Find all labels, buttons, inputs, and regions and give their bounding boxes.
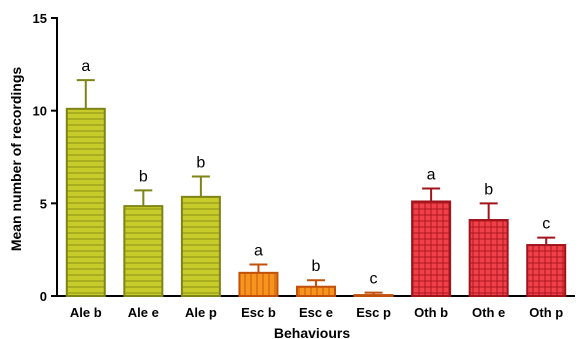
x-tick-label: Oth e [472, 305, 505, 320]
bar-ale-e [123, 205, 164, 297]
significance-letter: b [484, 181, 493, 198]
error-bars [76, 79, 556, 296]
bar-oth-b [411, 200, 452, 297]
y-tick-label: 10 [33, 104, 47, 119]
bar-esc-e [296, 285, 336, 298]
significance-letter: b [139, 168, 148, 185]
significance-letter: c [542, 216, 550, 233]
x-tick-label: Ale e [128, 305, 159, 320]
x-tick-label: Esc p [356, 305, 391, 320]
significance-letter: c [370, 271, 378, 288]
y-tick-label: 5 [40, 196, 47, 211]
bar-oth-e [468, 219, 509, 297]
error-bar [479, 202, 498, 221]
error-bar [307, 279, 325, 287]
bar-esc-b [238, 271, 279, 298]
significance-letter: a [427, 167, 436, 184]
bar-oth-p [526, 244, 567, 298]
y-tick-label: 0 [40, 289, 47, 304]
error-bar [422, 187, 441, 202]
y-axis-title: Mean number of recordings [8, 67, 24, 252]
bar-ale-p [180, 195, 221, 297]
x-tick-label: Oth p [529, 305, 563, 320]
error-bar [76, 79, 95, 109]
y-ticks: 0 5 10 15 [33, 11, 57, 304]
significance-letter: b [196, 154, 205, 171]
error-bar [134, 189, 153, 207]
significance-letter: b [312, 258, 321, 275]
x-axis-title: Behaviours [274, 325, 350, 339]
error-bar [191, 175, 210, 197]
x-tick-label: Ale b [70, 305, 102, 320]
x-tick-labels: Ale b Ale e Ale p Esc b Esc e Esc p Oth b Oth e… [70, 305, 563, 320]
bar-ale-b [65, 107, 106, 297]
error-bar [537, 236, 556, 246]
bar-esc-p [353, 294, 394, 298]
x-tick-label: Ale p [185, 305, 217, 320]
x-tick-label: Esc b [241, 305, 276, 320]
error-bar [364, 291, 383, 296]
significance-letter: a [254, 242, 263, 259]
y-tick-label: 15 [33, 11, 47, 26]
x-tick-label: Esc e [299, 305, 333, 320]
significance-letter: a [81, 58, 90, 75]
error-bar [249, 263, 268, 273]
significance-letters: a b b a b c a b c [81, 58, 550, 288]
x-tick-label: Oth b [414, 305, 448, 320]
